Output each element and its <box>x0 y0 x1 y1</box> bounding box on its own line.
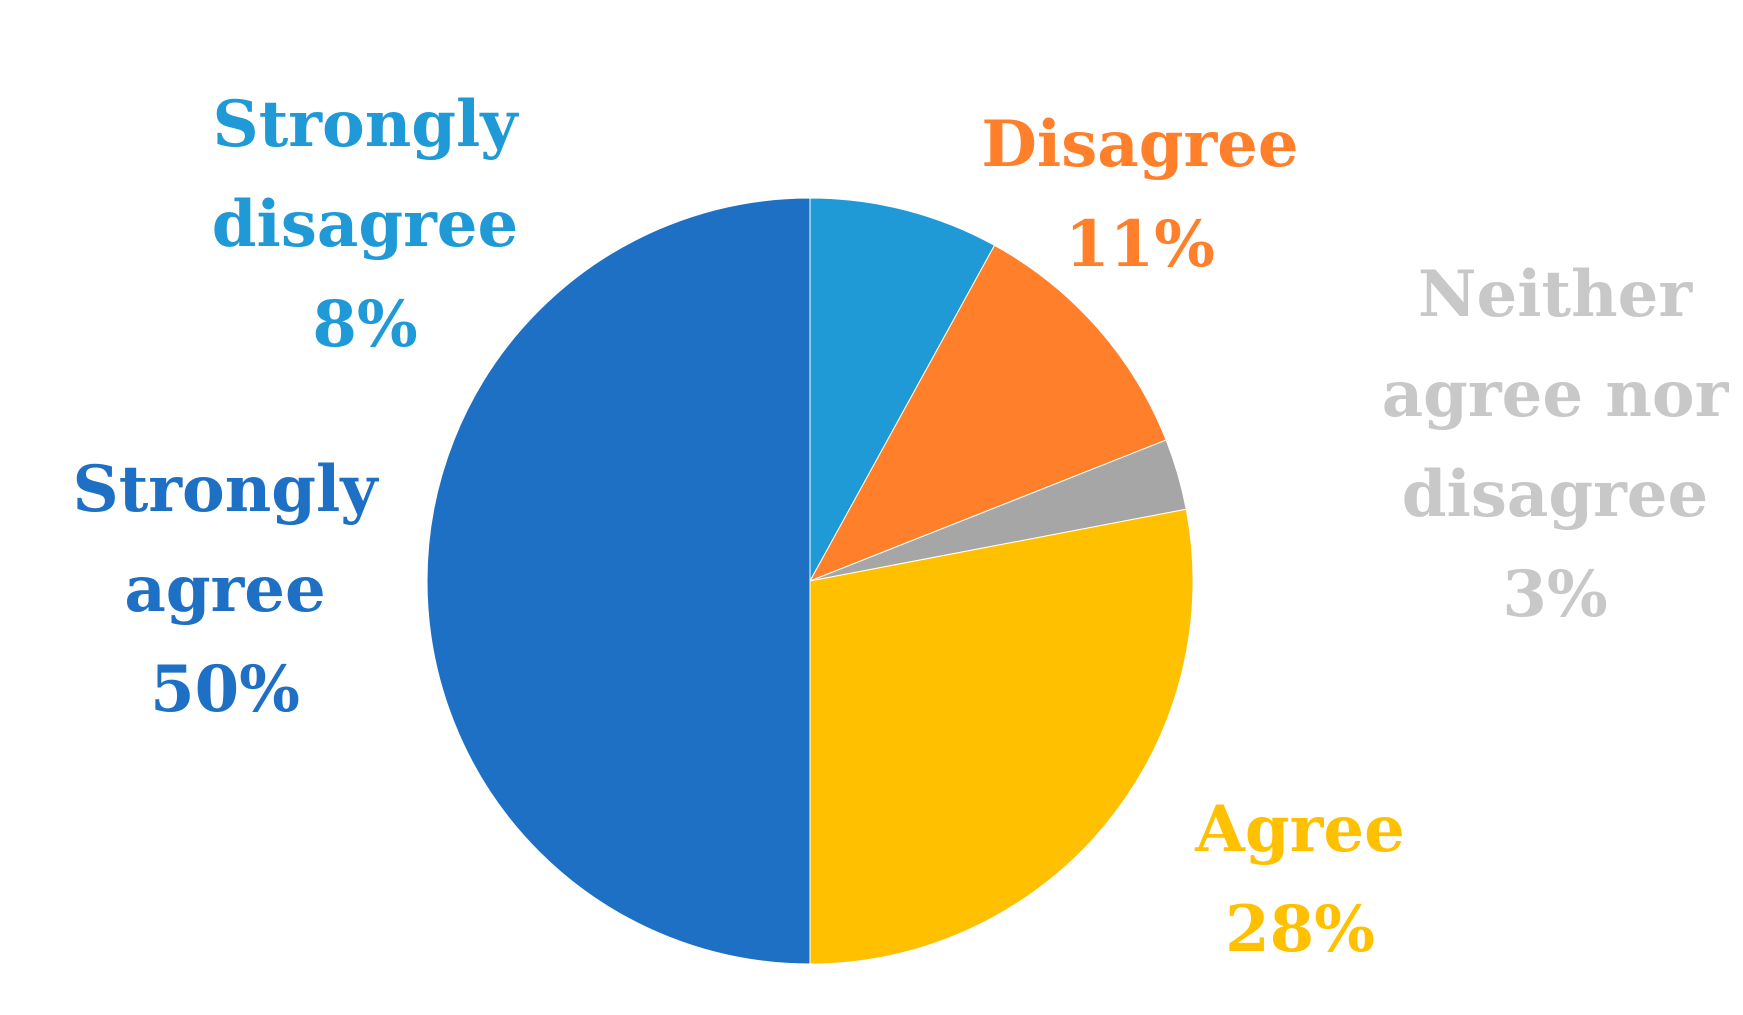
label-agree: Agree 28% <box>1150 780 1450 980</box>
pie-slice-1 <box>808 244 1167 582</box>
label-neither: Neither agree nor disagree 3% <box>1375 245 1735 645</box>
label-line: Neither <box>1417 257 1693 332</box>
value-label: 50% <box>150 652 300 727</box>
value-label: 11% <box>1065 207 1215 282</box>
value-label: 8% <box>312 287 418 362</box>
value-label: 28% <box>1225 892 1375 967</box>
label-strongly-agree: Strongly agree 50% <box>55 440 395 740</box>
label-line: agree nor <box>1381 357 1729 432</box>
pie-slice-4 <box>426 197 811 965</box>
pie-slice-0 <box>809 197 996 582</box>
label-line: Agree <box>1195 792 1405 867</box>
pie-slice-3 <box>809 508 1194 965</box>
label-line: Strongly <box>212 87 518 162</box>
label-line: Disagree <box>981 107 1299 182</box>
label-strongly-disagree: Strongly disagree 8% <box>185 75 545 375</box>
label-disagree: Disagree 11% <box>970 95 1310 295</box>
label-line: disagree <box>1401 457 1709 532</box>
value-label: 3% <box>1502 557 1608 632</box>
label-line: disagree <box>211 187 519 262</box>
label-line: Strongly <box>72 452 378 527</box>
label-line: agree <box>124 552 326 627</box>
